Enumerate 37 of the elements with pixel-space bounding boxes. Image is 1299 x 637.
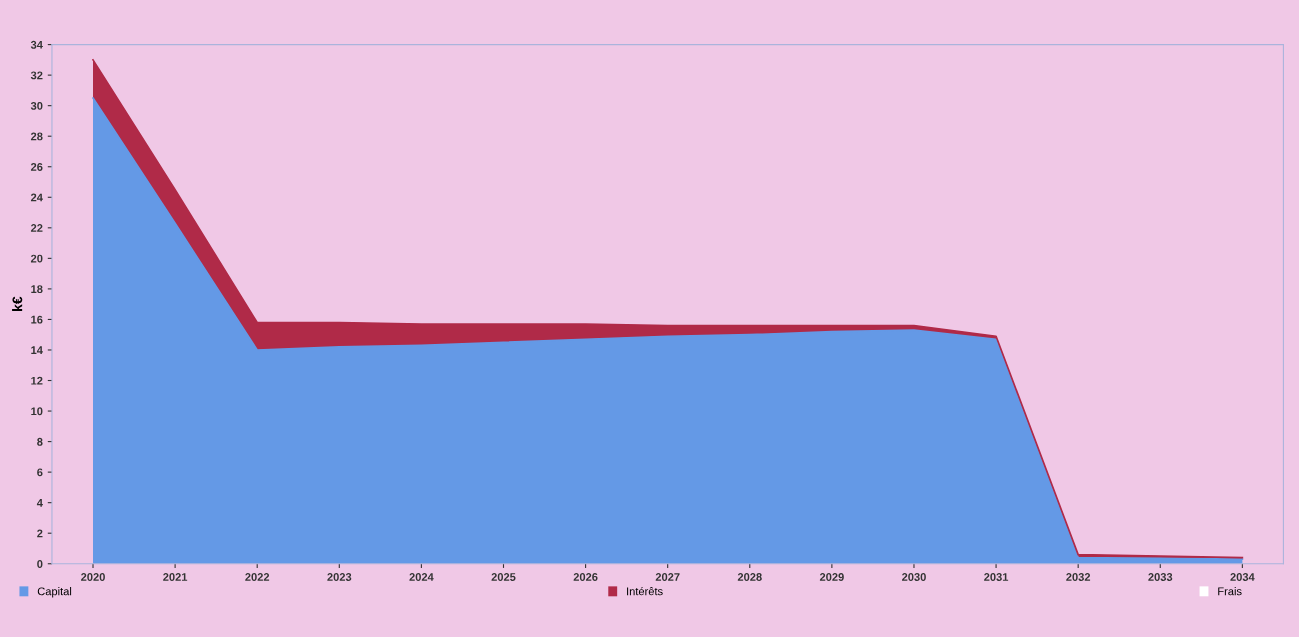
x-tick-label: 2028	[737, 573, 762, 581]
y-tick-label: 6	[37, 468, 43, 477]
y-axis-title: k€	[12, 296, 23, 311]
x-tick-label: 2020	[81, 573, 105, 581]
x-tick-label: 2029	[819, 573, 844, 581]
y-tick-label: 22	[30, 224, 43, 232]
y-tick-label: 4	[36, 499, 43, 507]
y-tick-label: 12	[31, 376, 43, 385]
y-tick-label: 2	[37, 529, 43, 538]
y-tick-label: 10	[31, 407, 43, 416]
x-tick-label: 2034	[1230, 573, 1255, 581]
y-tick-label: 14	[31, 346, 43, 354]
y-tick-label: 8	[37, 437, 43, 446]
y-tick-label: 0	[37, 560, 43, 568]
y-tick-label: 28	[30, 132, 43, 141]
y-tick-label: 30	[30, 101, 43, 110]
x-tick-label: 2031	[984, 573, 1009, 581]
x-tick-label: 2033	[1148, 573, 1173, 581]
x-tick-label: 2024	[409, 573, 434, 581]
x-tick-label: 2022	[245, 573, 270, 581]
y-tick-label: 20	[30, 254, 43, 263]
y-tick-label: 18	[31, 285, 43, 294]
y-tick-label: 34	[30, 40, 43, 49]
legend-label: Intérêts	[627, 586, 663, 596]
x-tick-label: 2025	[491, 573, 516, 581]
x-tick-label: 2023	[327, 573, 352, 581]
x-tick-label: 2026	[573, 573, 598, 581]
y-tick-label: 24	[30, 193, 43, 202]
y-tick-label: 16	[31, 315, 43, 324]
y-tick-label: 26	[30, 163, 43, 171]
legend-label: Frais	[1218, 587, 1242, 596]
x-tick-label: 2021	[163, 573, 188, 581]
x-tick-label: 2030	[902, 573, 926, 581]
x-tick-label: 2032	[1066, 573, 1091, 581]
y-tick-label: 32	[30, 71, 43, 80]
x-tick-label: 2027	[655, 573, 680, 581]
legend-label: Capital	[37, 587, 72, 598]
